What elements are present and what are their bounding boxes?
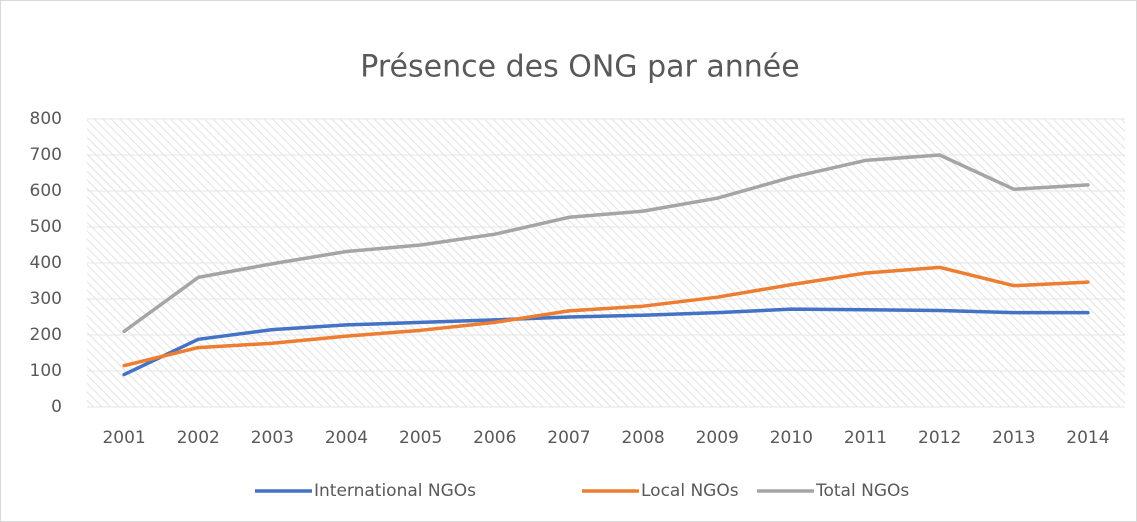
- legend-label: International NGOs: [314, 481, 476, 501]
- y-tick-label: 800: [30, 109, 62, 129]
- x-tick-label: 2006: [473, 428, 516, 448]
- series-line: [122, 307, 1090, 377]
- x-tick-label: 2005: [399, 428, 442, 448]
- series-line: [122, 153, 1090, 334]
- x-tick-label: 2013: [992, 428, 1035, 448]
- x-tick-label: 2012: [918, 428, 961, 448]
- x-tick-label: 2002: [177, 428, 220, 448]
- series-line: [122, 265, 1090, 368]
- y-tick-label: 100: [30, 361, 62, 381]
- x-tick-label: 2008: [621, 428, 664, 448]
- chart-title: Présence des ONG par année: [360, 50, 799, 85]
- y-tick-label: 600: [30, 181, 62, 201]
- legend-label: Total NGOs: [815, 481, 909, 501]
- y-tick-label: 500: [30, 217, 62, 237]
- legend-label: Local NGOs: [641, 481, 739, 501]
- x-tick-label: 2009: [696, 428, 739, 448]
- x-tick-label: 2007: [547, 428, 590, 448]
- y-tick-label: 200: [30, 325, 62, 345]
- x-tick-label: 2011: [844, 428, 887, 448]
- x-tick-label: 2001: [102, 428, 145, 448]
- y-tick-label: 0: [51, 397, 62, 417]
- x-tick-label: 2014: [1066, 428, 1109, 448]
- x-tick-label: 2004: [325, 428, 368, 448]
- x-tick-label: 2010: [770, 428, 813, 448]
- y-tick-label: 700: [30, 145, 62, 165]
- y-tick-label: 300: [30, 289, 62, 309]
- y-tick-label: 400: [30, 253, 62, 273]
- x-tick-label: 2003: [251, 428, 294, 448]
